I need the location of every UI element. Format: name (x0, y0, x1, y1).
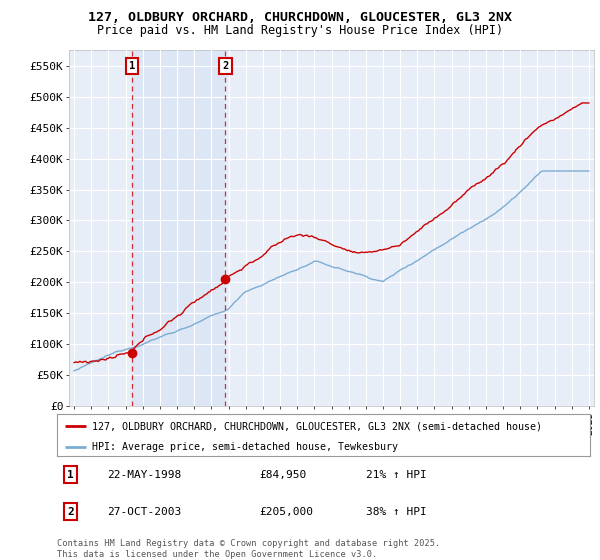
Text: 2: 2 (223, 62, 229, 72)
Text: 22-MAY-1998: 22-MAY-1998 (107, 470, 182, 479)
Text: 2: 2 (67, 507, 74, 517)
Text: 27-OCT-2003: 27-OCT-2003 (107, 507, 182, 517)
Text: £205,000: £205,000 (259, 507, 313, 517)
Text: £84,950: £84,950 (259, 470, 307, 479)
Text: 21% ↑ HPI: 21% ↑ HPI (366, 470, 427, 479)
Text: Contains HM Land Registry data © Crown copyright and database right 2025.
This d: Contains HM Land Registry data © Crown c… (57, 539, 440, 559)
Text: Price paid vs. HM Land Registry's House Price Index (HPI): Price paid vs. HM Land Registry's House … (97, 24, 503, 36)
Text: 127, OLDBURY ORCHARD, CHURCHDOWN, GLOUCESTER, GL3 2NX (semi-detached house): 127, OLDBURY ORCHARD, CHURCHDOWN, GLOUCE… (92, 421, 542, 431)
Text: 127, OLDBURY ORCHARD, CHURCHDOWN, GLOUCESTER, GL3 2NX: 127, OLDBURY ORCHARD, CHURCHDOWN, GLOUCE… (88, 11, 512, 24)
Bar (132, 50, 226, 406)
Text: HPI: Average price, semi-detached house, Tewkesbury: HPI: Average price, semi-detached house,… (92, 442, 398, 452)
Text: 38% ↑ HPI: 38% ↑ HPI (366, 507, 427, 517)
Text: 1: 1 (67, 470, 74, 479)
Text: 1: 1 (129, 62, 135, 72)
